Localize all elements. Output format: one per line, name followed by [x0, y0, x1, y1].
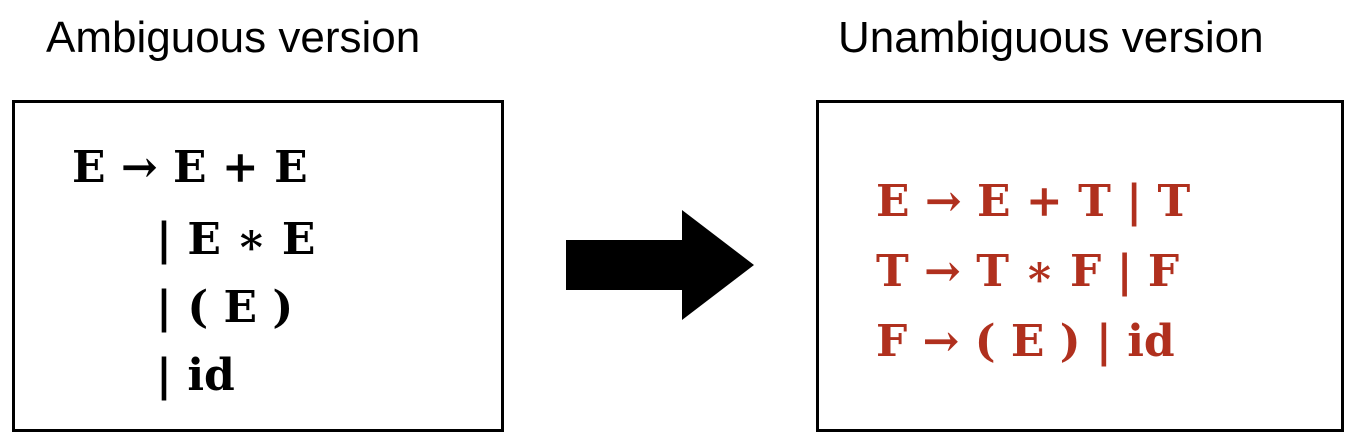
unambiguous-rule-3: F → ( E ) | id	[876, 316, 1175, 367]
unambiguous-title: Unambiguous version	[838, 13, 1264, 62]
ambiguous-rule-1: E → E + E	[72, 142, 308, 193]
ambiguous-title: Ambiguous version	[46, 13, 421, 62]
ambiguous-rule-2: | E ∗ E	[156, 214, 316, 265]
unambiguous-grammar-box	[816, 100, 1344, 432]
ambiguous-rule-4: | id	[156, 350, 235, 401]
unambiguous-rule-2: T → T ∗ F | F	[876, 246, 1180, 297]
right-arrow-icon	[566, 210, 754, 320]
ambiguous-rule-3: | ( E )	[156, 282, 294, 333]
ambiguous-grammar-box	[12, 100, 504, 432]
unambiguous-rule-1: E → E + T | T	[876, 176, 1191, 227]
